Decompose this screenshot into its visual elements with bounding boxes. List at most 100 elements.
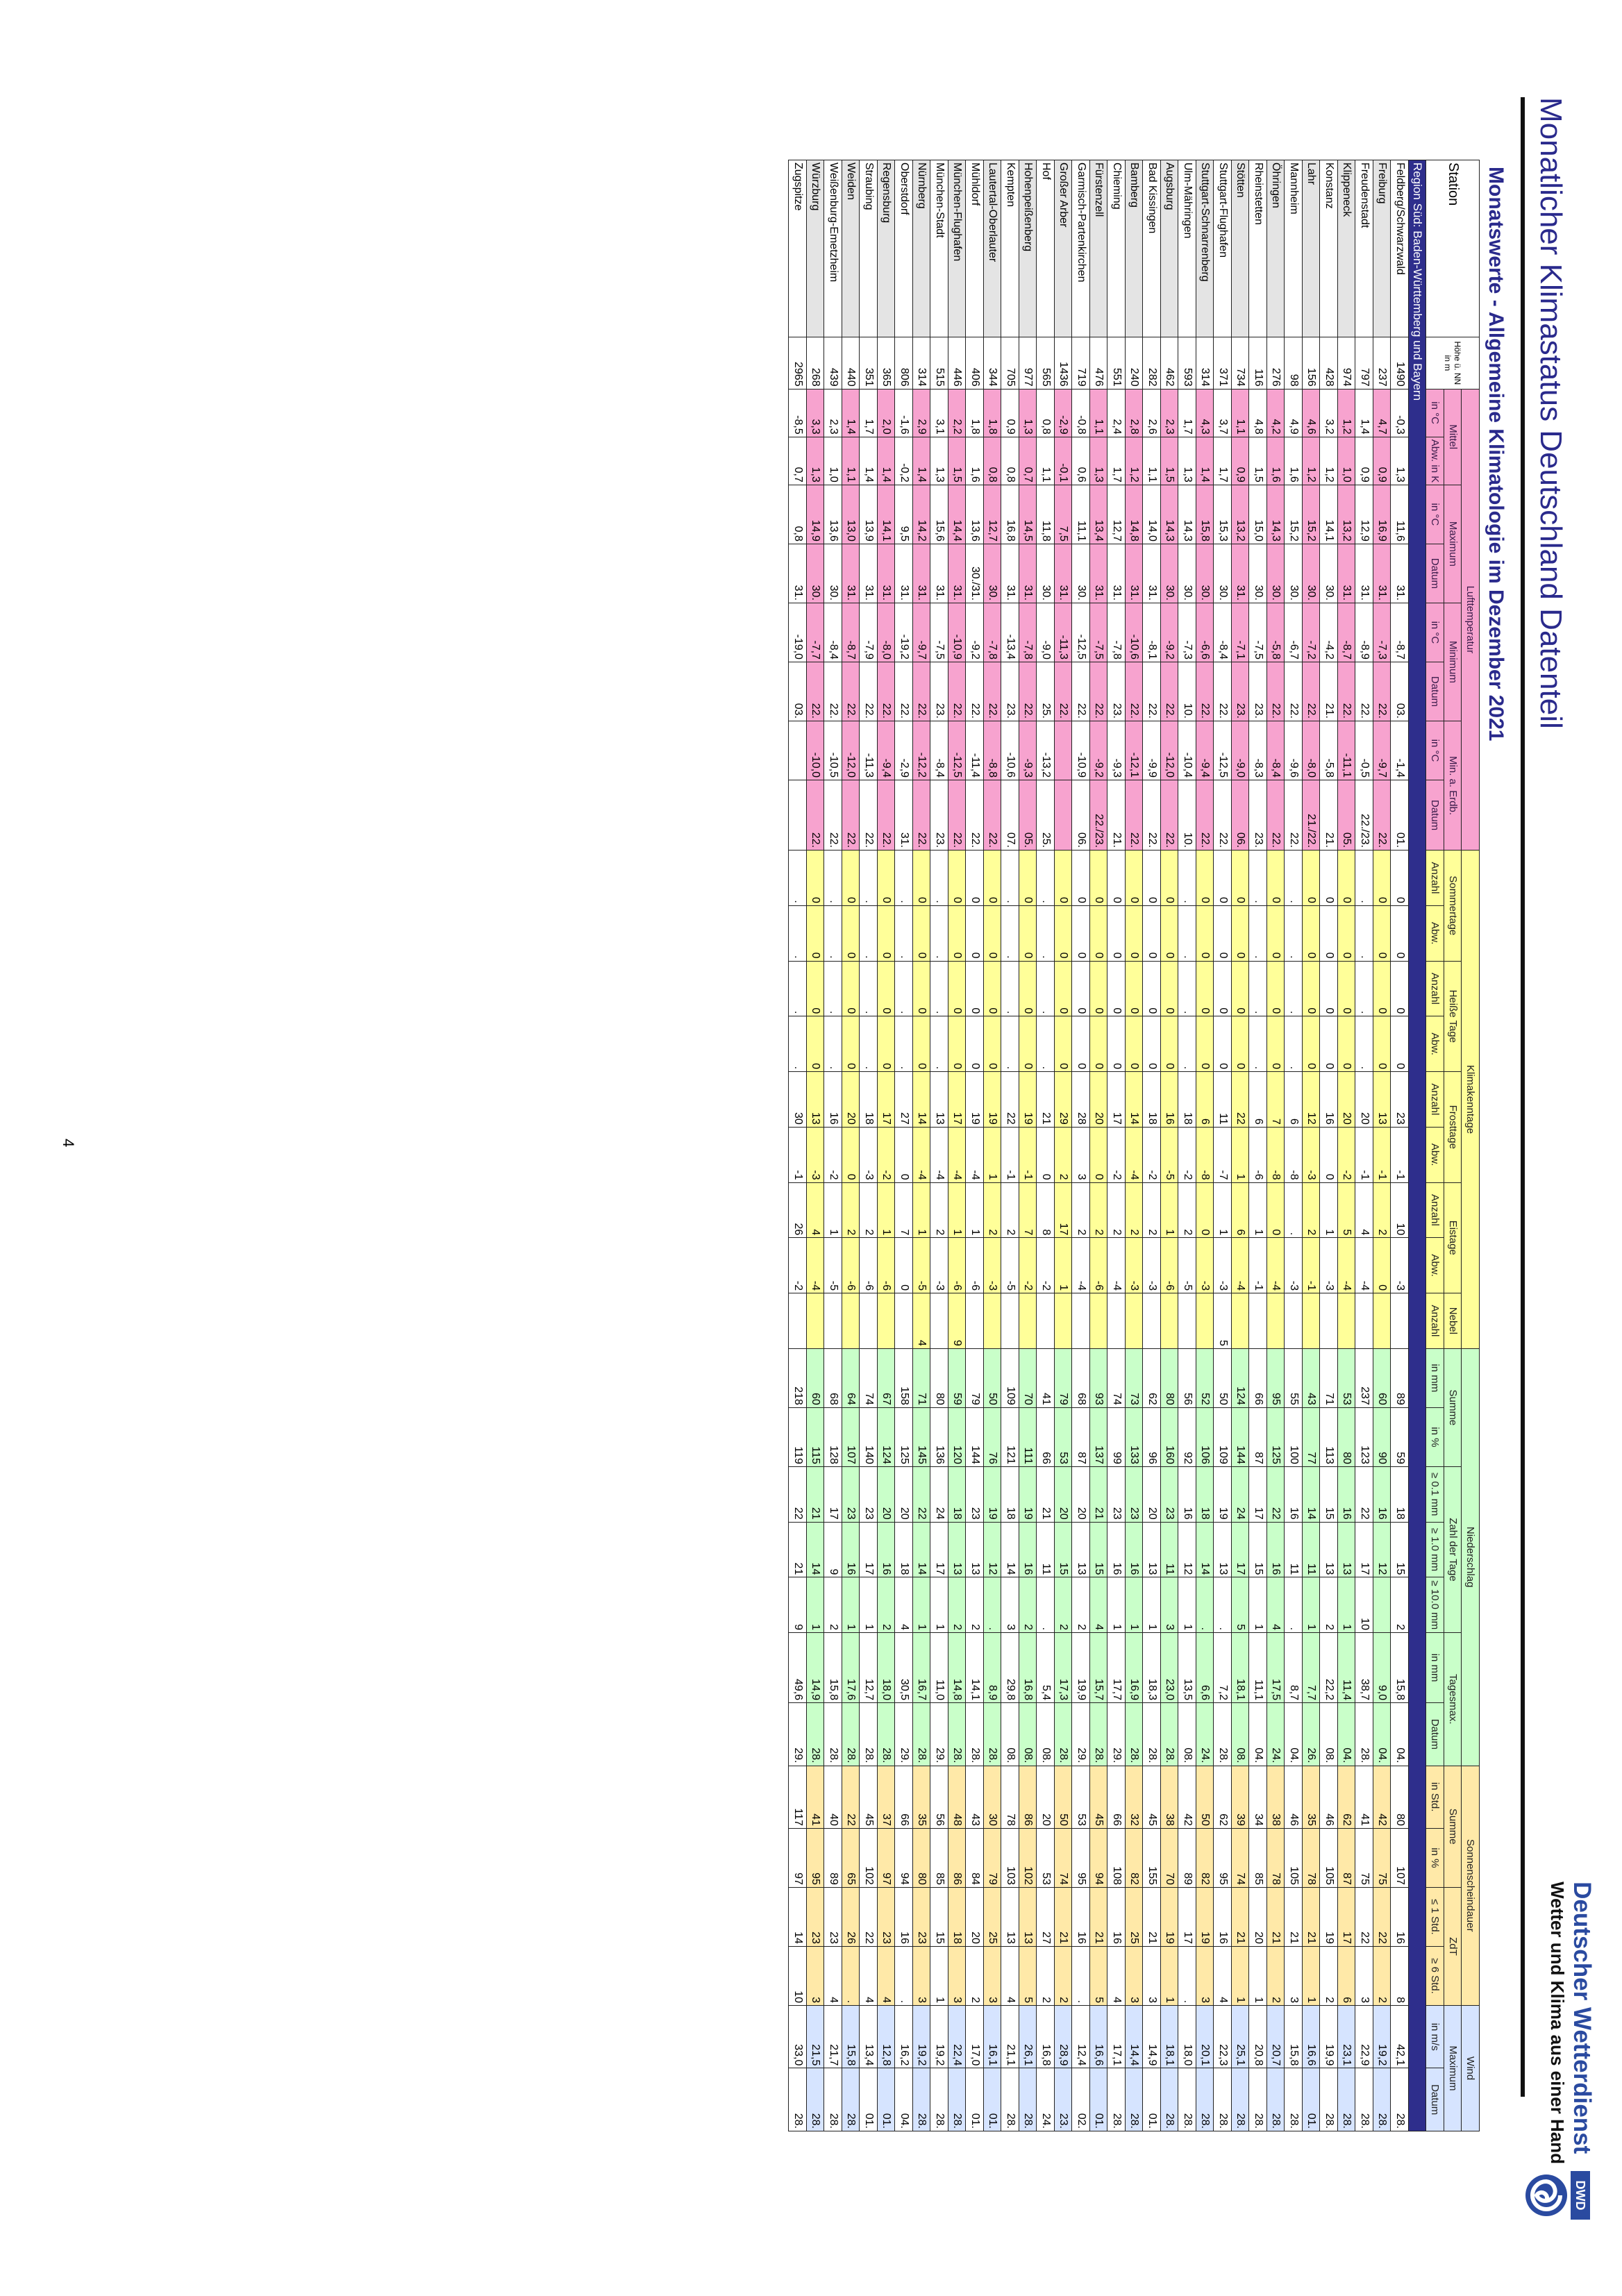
table-cell: 16,8	[1019, 1632, 1037, 1703]
table-cell: 13	[1320, 1522, 1338, 1577]
table-cell: 0	[1337, 961, 1355, 1016]
table-cell: 1	[930, 1946, 948, 2006]
table-cell: 1,4	[877, 437, 895, 485]
table-cell: 2	[842, 1182, 860, 1238]
sub-zdt: ZdT	[1444, 1887, 1462, 2006]
table-cell: 137	[1089, 1407, 1107, 1467]
table-cell: 31.	[1089, 544, 1107, 603]
table-cell: 6	[1337, 1946, 1355, 2006]
table-cell: 2	[1302, 1182, 1320, 1238]
table-cell: 22.	[1285, 662, 1303, 721]
table-cell: 0	[1391, 1016, 1409, 1072]
table-cell: -7,5	[1249, 603, 1267, 662]
table-cell: .	[895, 1946, 913, 2006]
table-cell: 30.	[1037, 544, 1055, 603]
table-cell: 9	[824, 1522, 842, 1577]
table-cell: 28.	[860, 1702, 878, 1766]
table-cell: 30.	[1072, 544, 1090, 603]
unit-header: in mm	[1426, 1348, 1444, 1408]
table-cell: 18	[948, 1466, 966, 1523]
table-cell	[1054, 1293, 1072, 1349]
table-cell: 08.	[1019, 1702, 1037, 1766]
table-cell: 21	[1037, 1466, 1055, 1523]
table-cell: 21,7	[824, 2005, 842, 2068]
table-cell: 4,2	[1266, 389, 1285, 437]
region-row: Region Süd: Baden-Württemberg und Bayern	[1408, 160, 1426, 2131]
table-cell: 95	[1214, 1828, 1232, 1888]
table-cell: -8,7	[1391, 603, 1409, 662]
table-cell: 04.	[1391, 1702, 1409, 1766]
table-cell: 31.	[1373, 544, 1391, 603]
table-cell: 5	[1231, 1577, 1249, 1633]
table-cell: 15,8	[842, 2005, 860, 2068]
table-cell: 70	[1019, 1348, 1037, 1408]
table-cell: 01.	[983, 2068, 1001, 2131]
table-cell: -2	[1107, 1127, 1126, 1183]
table-cell: 145	[912, 1407, 930, 1467]
table-row: München-Flughafen 446 2,2 1,5 14,4 31. -10,9 22…	[948, 160, 966, 2131]
table-cell: 12	[1178, 1522, 1196, 1577]
table-cell: 18	[1001, 1466, 1019, 1523]
table-cell: 2,3	[824, 389, 842, 437]
swirl-icon	[1523, 2171, 1569, 2220]
table-cell: 133	[1125, 1407, 1143, 1467]
unit-header: in mm	[1426, 1632, 1444, 1703]
unit-header: in %	[1426, 1407, 1444, 1467]
table-cell: 0	[1320, 905, 1338, 962]
table-cell: 125	[895, 1407, 913, 1467]
table-cell: -2,9	[895, 721, 913, 780]
table-cell: 4	[1214, 1946, 1232, 2006]
table-cell: 21.	[1320, 780, 1338, 850]
table-row: Zugspitze 2965 -8,5 0,7 0,8 31. -19,0 03..... 30…	[789, 160, 807, 2131]
table-cell: 20	[1337, 1071, 1355, 1128]
table-cell: 0	[1320, 1016, 1338, 1072]
table-cell: 50	[1196, 1766, 1214, 1829]
table-cell: 977	[1019, 337, 1037, 389]
table-cell: 0,8	[983, 437, 1001, 485]
table-cell: 15,3	[1214, 485, 1232, 544]
table-cell: 18	[1391, 1466, 1409, 1523]
table-cell: 45	[860, 1766, 878, 1829]
table-cell: 14,1	[966, 1632, 984, 1703]
table-cell: 5	[1089, 1946, 1107, 2006]
table-cell: 71	[1320, 1348, 1338, 1408]
table-cell: 1	[1249, 1182, 1267, 1238]
table-cell: 23,1	[1337, 2005, 1355, 2068]
table-cell: 22./23.	[1355, 780, 1373, 850]
table-cell: 95	[1266, 1348, 1285, 1408]
table-cell: 56	[930, 1766, 948, 1829]
table-cell: 0	[1160, 961, 1178, 1016]
table-cell: 35	[912, 1766, 930, 1829]
table-cell: 12	[1373, 1522, 1391, 1577]
table-cell: 0	[1337, 1016, 1355, 1072]
table-cell: 5,4	[1037, 1632, 1055, 1703]
table-cell: 0	[983, 850, 1001, 906]
table-cell: 705	[1001, 337, 1019, 389]
table-cell: .	[1249, 961, 1267, 1016]
table-cell: 1,8	[966, 389, 984, 437]
table-cell	[895, 1293, 913, 1349]
table-cell: 50	[1214, 1348, 1232, 1408]
sub-minimum: Minimum	[1444, 603, 1462, 721]
table-cell: 19	[966, 1071, 984, 1128]
table-cell: 31.	[895, 780, 913, 850]
table-cell: 22.	[860, 780, 878, 850]
station-name: Bad Kissingen	[1143, 160, 1161, 337]
table-cell: 15,6	[930, 485, 948, 544]
table-row: Freudenstadt 797 1,4 0,9 12,9 31. -8,9 22. -0,5 2…	[1355, 160, 1373, 2131]
table-cell: -8	[1196, 1127, 1214, 1183]
table-cell: 21,1	[1001, 2005, 1019, 2068]
table-cell: 28.	[1178, 2068, 1196, 2131]
table-cell: 109	[1214, 1407, 1232, 1467]
table-cell: 0,6	[1072, 437, 1090, 485]
table-cell	[1178, 1293, 1196, 1349]
table-cell: -11,3	[1054, 603, 1072, 662]
table-cell: 0	[1143, 850, 1161, 906]
table-row: Bad Kissingen 282 2,6 1,1 14,0 31. -8,1 22. -9,9…	[1143, 160, 1161, 2131]
table-cell: .	[1037, 905, 1055, 962]
table-cell: 68	[1072, 1348, 1090, 1408]
table-cell	[1373, 1577, 1391, 1633]
table-cell: .	[895, 905, 913, 962]
table-row: Weißenburg-Emetzheim 439 2,3 1,0 13,6 30. -8,4…	[824, 160, 842, 2131]
table-cell: 30.	[1249, 544, 1267, 603]
